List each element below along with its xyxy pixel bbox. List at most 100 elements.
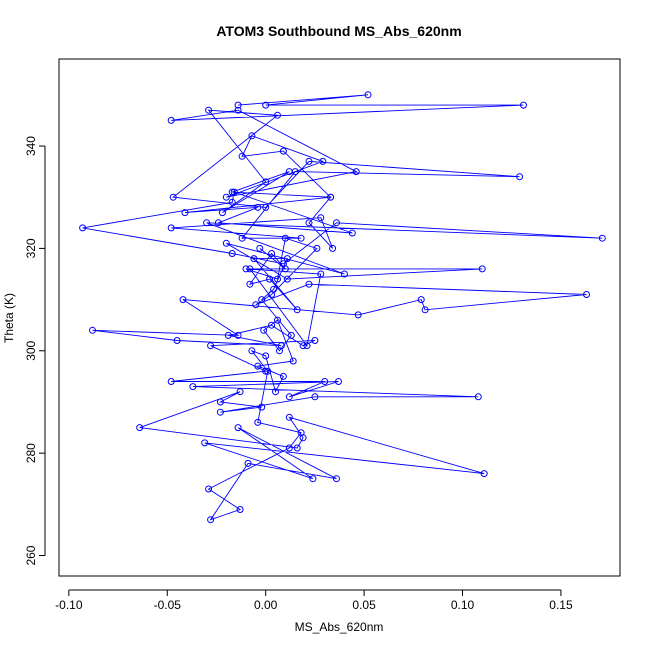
data-point [189, 383, 197, 391]
y-tick-label: 340 [24, 136, 38, 156]
data-point [262, 203, 270, 211]
y-tick-label: 280 [24, 443, 38, 463]
data-point [283, 275, 291, 283]
data-point [319, 157, 327, 165]
data-point [276, 347, 283, 355]
data-point [293, 306, 301, 314]
data-point [289, 357, 297, 365]
data-point [474, 393, 482, 401]
data-point [234, 106, 242, 114]
data-point [305, 157, 313, 165]
data-point [421, 306, 429, 314]
data-point [207, 516, 215, 524]
data-point [287, 331, 295, 339]
data-point [516, 173, 524, 181]
data-point [234, 331, 242, 339]
data-point [136, 424, 144, 432]
data-point [262, 178, 270, 186]
data-point [236, 506, 244, 513]
data-point [260, 326, 268, 334]
data-point [258, 403, 266, 411]
data-point [305, 219, 313, 227]
data-point [246, 280, 254, 288]
data-point [167, 378, 175, 385]
x-tick-label: 0.15 [549, 598, 573, 612]
data-point [268, 321, 276, 329]
data-point [268, 250, 276, 257]
data-point [327, 193, 335, 201]
data-point [201, 439, 209, 447]
series-line [82, 94, 603, 521]
data-point [254, 418, 262, 426]
data-point [214, 219, 222, 227]
data-point [248, 132, 256, 140]
data-point [270, 285, 278, 293]
data-point [205, 485, 213, 493]
data-point [598, 234, 606, 242]
data-point [480, 470, 488, 478]
data-point [520, 101, 527, 109]
data-point [285, 413, 293, 421]
data-point [264, 367, 272, 375]
data-point [242, 265, 250, 273]
data-point [274, 316, 281, 324]
data-point [236, 388, 244, 396]
data-point [333, 219, 340, 227]
y-tick-label: 300 [24, 340, 38, 360]
data-point [329, 244, 337, 252]
data-point [274, 275, 281, 283]
data-point [218, 209, 226, 217]
data-point [583, 291, 590, 298]
x-tick-label: 0.00 [254, 598, 278, 612]
data-point [291, 168, 299, 176]
data-point [254, 203, 262, 211]
data-point [173, 337, 181, 344]
data-point [311, 337, 319, 344]
data-point [285, 393, 293, 401]
data-point [252, 301, 260, 309]
data-point [250, 255, 258, 263]
data-point [181, 209, 189, 217]
data-point [258, 296, 266, 304]
data-point [216, 408, 224, 416]
data-point [254, 362, 262, 370]
data-point [244, 459, 252, 467]
data-point [224, 331, 232, 339]
data-point [262, 367, 270, 375]
x-tick-label: 0.05 [352, 598, 376, 612]
data-point [279, 147, 287, 155]
data-point [313, 244, 321, 252]
data-point [234, 101, 242, 109]
data-point [222, 193, 230, 201]
data-point [272, 388, 279, 396]
y-tick-label: 260 [24, 545, 38, 565]
data-point [317, 214, 325, 222]
data-point [364, 91, 372, 99]
data-point [222, 239, 230, 247]
chart-title: ATOM3 Southbound MS_Abs_620nm [216, 23, 461, 39]
data-point [205, 106, 213, 114]
data-series [79, 91, 606, 524]
data-point [238, 234, 246, 242]
data-point [335, 378, 342, 385]
data-point [89, 326, 96, 334]
data-point [478, 265, 486, 273]
data-point [283, 255, 291, 263]
plot-frame [58, 58, 621, 577]
data-point [179, 296, 187, 304]
data-point [228, 188, 236, 196]
y-axis-label: Theta (K) [2, 293, 16, 343]
data-point [207, 342, 215, 350]
x-axis-label: MS_Abs_620nm [295, 620, 384, 634]
data-point [262, 101, 270, 109]
data-point [279, 372, 287, 380]
data-point [417, 296, 425, 304]
data-point [321, 378, 329, 385]
data-point [354, 311, 362, 319]
data-point [228, 250, 236, 257]
data-point [167, 224, 175, 232]
data-point [167, 116, 175, 124]
x-axis: -0.10 -0.05 0.00 0.05 0.10 0.15 [55, 589, 573, 612]
data-point [230, 188, 238, 196]
data-point [274, 111, 281, 119]
